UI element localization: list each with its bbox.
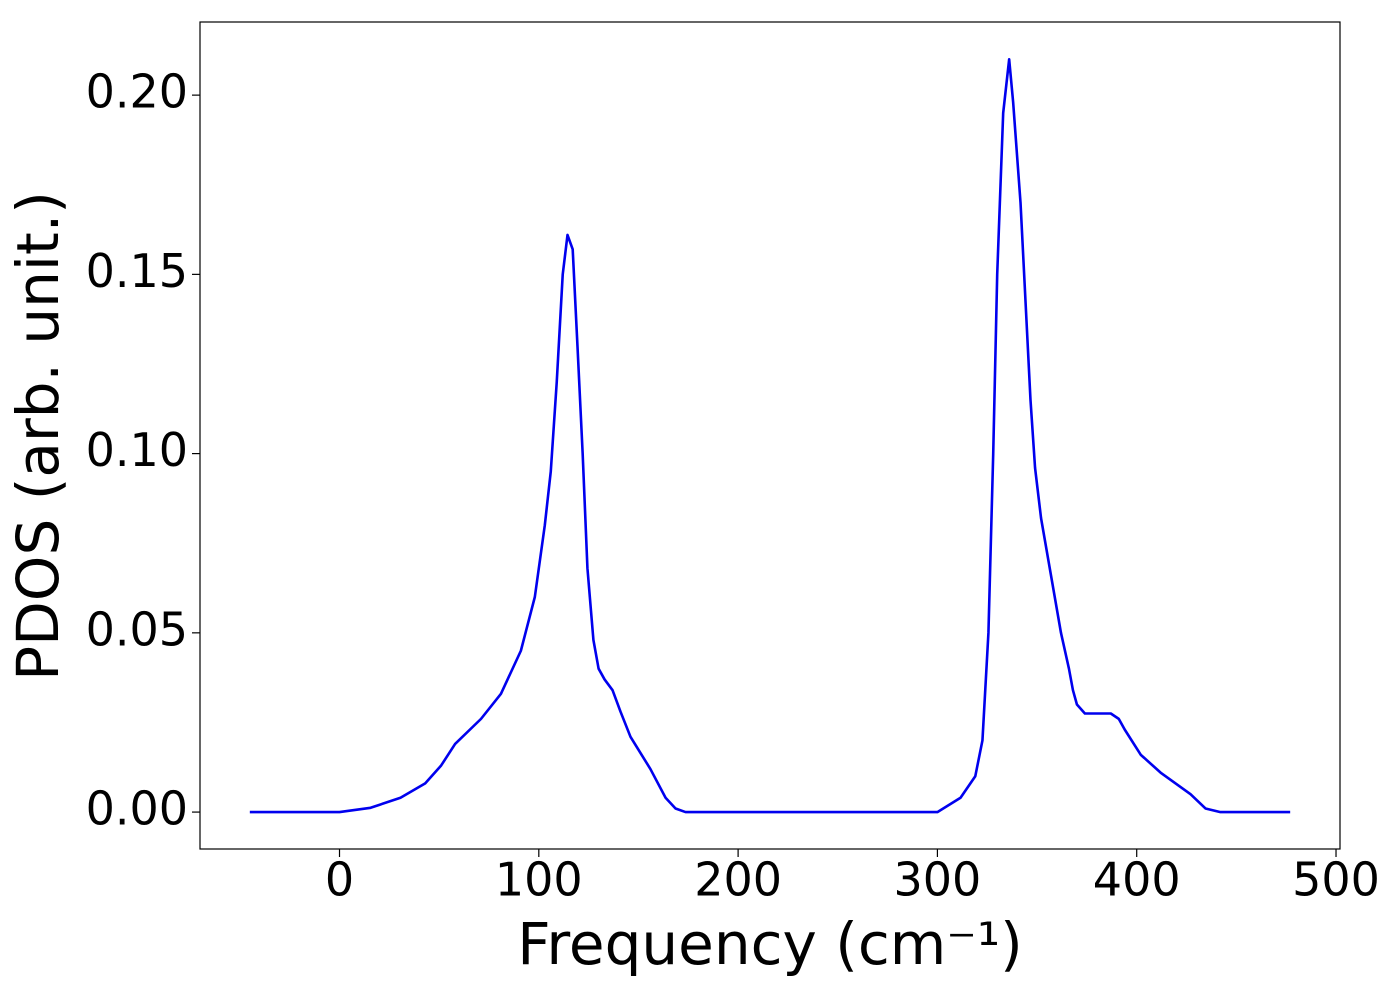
y-tick-label: 0.00 (86, 782, 188, 836)
plot-frame (199, 21, 1341, 850)
y-tick-label: 0.10 (86, 423, 188, 477)
x-tick-label: 300 (894, 853, 982, 907)
y-tick-label: 0.20 (86, 65, 188, 119)
y-tick-label: 0.05 (86, 602, 188, 656)
x-tick-label: 500 (1292, 853, 1380, 907)
x-tick-label: 100 (495, 853, 583, 907)
y-tick-label: 0.15 (86, 244, 188, 298)
x-tick-label: 400 (1093, 853, 1181, 907)
x-tick-label: 0 (325, 853, 354, 907)
x-tick-label: 200 (694, 853, 782, 907)
data-line (249, 57, 1291, 814)
y-axis-label: PDOS (arb. unit.) (4, 191, 72, 681)
x-axis-label: Frequency (cm⁻¹) (517, 910, 1023, 978)
